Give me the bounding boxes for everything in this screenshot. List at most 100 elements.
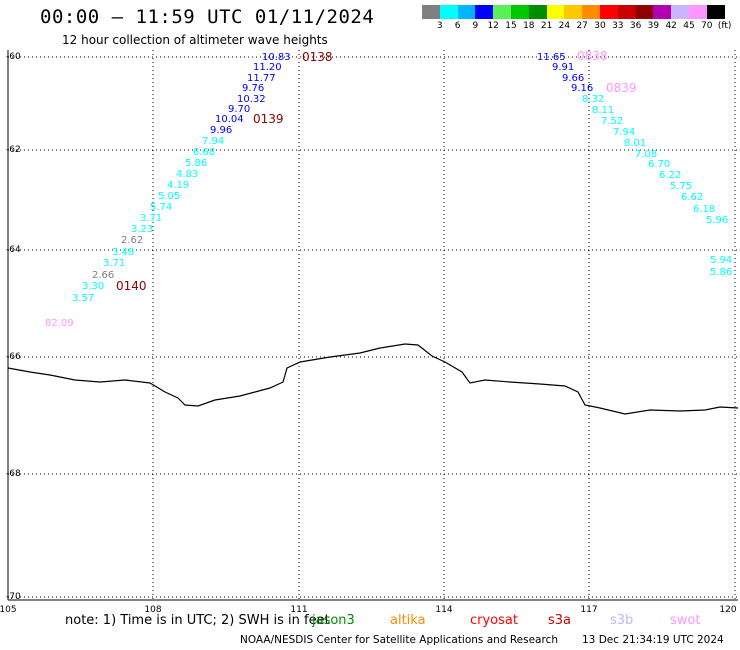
antarctic-coastline [7, 343, 739, 415]
scale-swatch [599, 5, 618, 19]
lat-label: -62 [6, 145, 21, 155]
wave-height-value: 11.65 [537, 52, 566, 63]
track-time-label: 0138 [302, 50, 333, 64]
wave-height-value: 9.66 [562, 73, 584, 84]
footer-note: note: 1) Time is in UTC; 2) SWH is in fe… [65, 613, 330, 628]
lon-label: 105 [0, 605, 17, 615]
wave-height-value: 6.68 [193, 147, 215, 158]
wave-height-value: 7.94 [613, 127, 635, 138]
wave-height-value: 8.01 [624, 138, 646, 149]
scale-swatch [546, 5, 565, 19]
wave-height-value: 8.32 [582, 94, 604, 105]
scale-label: 9 [472, 21, 479, 31]
scale-label: 36 [629, 21, 642, 31]
legend-altika: altika [390, 613, 426, 628]
scale-label: 42 [665, 21, 677, 31]
scale-swatch [564, 5, 583, 19]
wave-height-value: 2.62 [121, 235, 143, 246]
map-subtitle: 12 hour collection of altimeter wave hei… [62, 33, 328, 47]
scale-label: 27 [576, 21, 588, 31]
wave-height-value: 10.04 [215, 114, 244, 125]
lat-label: -68 [6, 469, 21, 479]
scale-swatch [671, 5, 689, 19]
track-time-label: 0839 [606, 81, 637, 95]
wave-height-value: 7.08 [635, 149, 657, 160]
generated-timestamp: 13 Dec 21:34:19 UTC 2024 [582, 634, 724, 646]
lat-label: -60 [6, 52, 21, 62]
wave-height-value: 3.71 [103, 258, 125, 269]
scale-label: 21 [540, 21, 553, 31]
track-time-label: 0838 [577, 49, 608, 63]
scale-swatch [582, 5, 600, 19]
lon-label: 114 [435, 605, 453, 615]
scale-label: 18 [523, 21, 535, 31]
lat-label: -64 [6, 245, 21, 255]
altimeter-tracks: 0138 10.8311.2011.779.7610.329.7010.049.9… [45, 49, 732, 329]
credit-text: NOAA/NESDIS Center for Satellite Applica… [240, 634, 558, 646]
legend-jason3: jason3 [312, 613, 355, 628]
wave-height-value: 8.11 [592, 105, 614, 116]
wave-height-value: 6.22 [659, 170, 681, 181]
scale-swatch [457, 5, 476, 19]
scale-swatch [635, 5, 654, 19]
legend-s3a: s3a [548, 613, 572, 628]
track-time-label: 0140 [116, 279, 147, 293]
wave-height-value: 5.74 [150, 202, 172, 213]
lon-label: 120 [719, 605, 737, 615]
scale-swatch [475, 5, 494, 19]
scale-label: (ft) [717, 21, 732, 31]
scale-label: 3 [436, 21, 443, 31]
lat-label: -66 [6, 352, 21, 362]
scale-label: 33 [612, 21, 624, 31]
scale-label: 70 [701, 21, 713, 31]
wave-height-value: 5.86 [185, 158, 207, 169]
wave-height-value: 4.83 [176, 169, 198, 180]
wave-height-value: 4.19 [167, 180, 189, 191]
color-scale-labels: 3 6 9 12 15 18 21 24 27 30 33 36 39 42 45 70 (ft) [422, 21, 740, 33]
legend-s3b: s3b [610, 613, 634, 628]
wave-height-value: 9.76 [242, 83, 264, 94]
scale-swatch [688, 5, 707, 19]
wave-height-value: 9.70 [228, 104, 250, 115]
scale-swatch [653, 5, 672, 19]
scale-swatch [510, 5, 529, 19]
scale-label: 45 [683, 21, 695, 31]
scale-label: 24 [558, 21, 571, 31]
wave-height-value: 6.62 [681, 192, 703, 203]
scale-label: 39 [647, 21, 660, 31]
wave-height-value: 3.71 [140, 213, 162, 224]
wave-height-value: 10.83 [262, 52, 291, 63]
scale-label: 15 [505, 21, 517, 31]
lon-label: 108 [144, 605, 162, 615]
color-scale [422, 5, 725, 19]
wave-height-value: 5.96 [706, 215, 728, 226]
scale-swatch [439, 5, 458, 19]
wave-height-value: 6.70 [648, 159, 670, 170]
wave-height-value: 7.94 [202, 136, 224, 147]
scale-label: 6 [454, 21, 461, 31]
wave-height-value: 3.23 [131, 224, 153, 235]
lon-label: 111 [290, 605, 308, 615]
wave-height-value: 7.52 [601, 116, 623, 127]
wave-height-value: 3.48 [112, 247, 134, 258]
scale-swatch [422, 5, 440, 19]
wave-height-value: 5.75 [670, 181, 692, 192]
wave-height-value: 2.66 [92, 270, 114, 281]
wave-height-value: 11.20 [253, 62, 282, 73]
wave-height-value: 5.94 [710, 255, 732, 266]
legend-swot: swot [670, 613, 701, 628]
lat-label: -70 [6, 592, 21, 602]
scale-swatch [706, 5, 725, 19]
wave-height-value: 9.96 [210, 125, 232, 136]
wave-height-value: 10.32 [237, 94, 266, 105]
graticule [8, 50, 738, 600]
wave-height-value: 82.09 [45, 318, 74, 329]
lon-label: 117 [580, 605, 598, 615]
legend-cryosat: cryosat [470, 613, 518, 628]
scale-label: 12 [487, 21, 499, 31]
wave-height-value: 11.77 [247, 73, 276, 84]
wave-height-value: 6.18 [693, 204, 715, 215]
wave-height-value: 3.57 [72, 293, 94, 304]
scale-swatch [528, 5, 547, 19]
